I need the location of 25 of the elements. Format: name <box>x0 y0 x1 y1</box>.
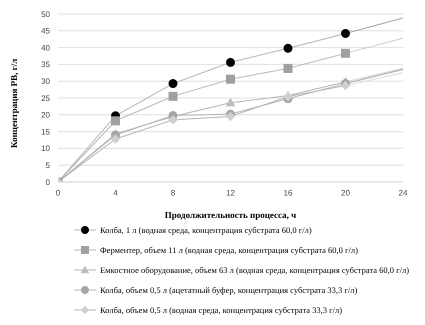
x-axis-title: Продолжительность процесса, ч <box>164 210 296 220</box>
legend-label: Колба, 1 л (водная среда, концентрация субстрата 60,0 г/л) <box>100 225 312 235</box>
x-tick-label: 24 <box>398 188 408 198</box>
legend-label: Емкостное оборудование, объем 63 л (водная среда, концентрация субстрата 60,0 г/л) <box>100 265 410 275</box>
x-tick-label: 12 <box>226 188 236 198</box>
y-tick-label: 15 <box>41 127 51 136</box>
x-tick-label: 4 <box>113 188 118 198</box>
legend-label: Колба, объем 0,5 л (водная среда, концентрация субстрата 33,3 г/л) <box>100 305 342 315</box>
y-tick-label: 0 <box>46 178 51 187</box>
y-tick-label: 30 <box>41 77 51 86</box>
y-tick-label: 50 <box>41 10 51 19</box>
y-tick-label: 20 <box>41 110 51 120</box>
y-tick-label: 25 <box>41 94 51 103</box>
y-tick-label: 35 <box>41 60 51 70</box>
x-tick-label: 8 <box>170 188 176 198</box>
y-tick-label: 45 <box>41 26 51 36</box>
legend-label: Ферментер, объем 11 л (водная среда, концентрация субстрата 60,0 г/л) <box>100 245 358 255</box>
legend-label: Колба, объем 0,5 л (ацетатный буфер, концентрация субстрата 33,3 г/л) <box>100 285 358 295</box>
y-tick-label: 5 <box>46 161 51 170</box>
x-tick-label: 20 <box>341 188 350 198</box>
x-tick-label: 0 <box>56 188 61 198</box>
y-tick-label: 10 <box>41 144 51 154</box>
y-tick-label: 40 <box>41 43 51 52</box>
y-axis-title: Концентрация РВ, г/л <box>9 58 20 148</box>
x-tick-label: 16 <box>284 188 293 198</box>
